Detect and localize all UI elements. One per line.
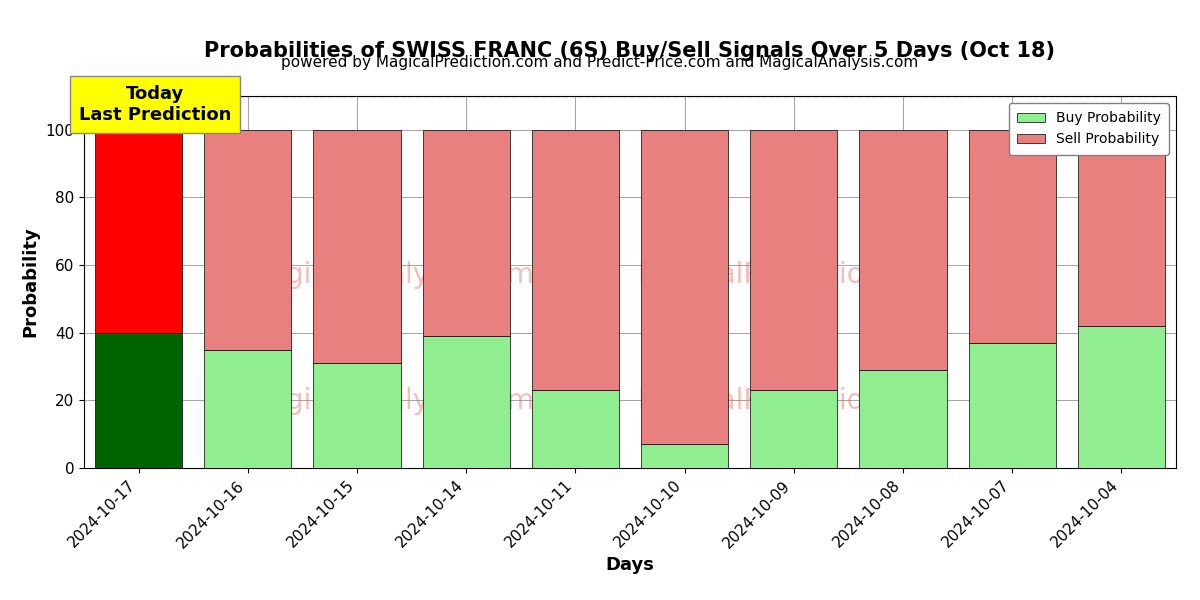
Y-axis label: Probability: Probability <box>22 227 40 337</box>
Bar <box>859 130 947 370</box>
Text: MagicalAnalysis.com: MagicalAnalysis.com <box>245 387 534 415</box>
Bar <box>859 370 947 468</box>
Bar <box>204 130 292 350</box>
Bar <box>641 445 728 468</box>
Bar <box>95 130 182 333</box>
Text: MagicalPrediction.com: MagicalPrediction.com <box>637 260 950 289</box>
Bar <box>1078 130 1165 326</box>
Bar <box>750 130 838 390</box>
Bar <box>641 130 728 445</box>
Bar <box>968 130 1056 343</box>
X-axis label: Days: Days <box>606 556 654 574</box>
Bar <box>750 390 838 468</box>
Text: MagicalAnalysis.com: MagicalAnalysis.com <box>245 260 534 289</box>
Text: MagicalPrediction.com: MagicalPrediction.com <box>637 387 950 415</box>
Bar <box>532 390 619 468</box>
Bar <box>204 350 292 468</box>
Bar <box>422 130 510 336</box>
Bar <box>313 130 401 363</box>
Title: Probabilities of SWISS FRANC (6S) Buy/Sell Signals Over 5 Days (Oct 18): Probabilities of SWISS FRANC (6S) Buy/Se… <box>204 41 1056 61</box>
Legend: Buy Probability, Sell Probability: Buy Probability, Sell Probability <box>1009 103 1169 155</box>
Bar <box>313 363 401 468</box>
Text: Today
Last Prediction: Today Last Prediction <box>79 85 232 124</box>
Bar <box>968 343 1056 468</box>
Bar <box>422 336 510 468</box>
Text: powered by MagicalPrediction.com and Predict-Price.com and MagicalAnalysis.com: powered by MagicalPrediction.com and Pre… <box>281 55 919 70</box>
Bar <box>95 333 182 468</box>
Bar <box>532 130 619 390</box>
Bar <box>1078 326 1165 468</box>
